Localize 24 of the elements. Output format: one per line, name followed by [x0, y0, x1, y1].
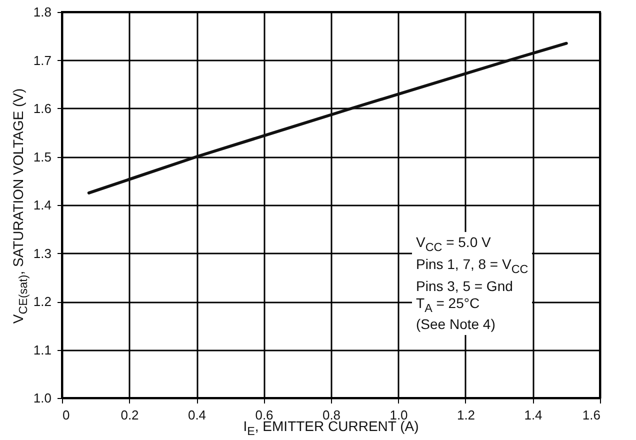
- x-tick-label: 1.6: [582, 408, 600, 422]
- y-tick-label: 1.6: [33, 101, 52, 116]
- y-tick-label: 1.7: [33, 52, 52, 68]
- x-tick-label: 1.4: [524, 408, 542, 422]
- y-tick-label: 1.0: [33, 390, 52, 406]
- annotation: Pins 1, 7, 8 = V$_{CC}$: [416, 256, 528, 278]
- y-tick-label: 1.8: [33, 4, 52, 20]
- y-tick-label: 1.1: [33, 342, 52, 358]
- y-tick-label: 1.3: [33, 246, 52, 261]
- annotation: Pins 3, 5 = Gnd: [416, 278, 514, 295]
- line-series: [87, 42, 568, 194]
- x-tick-label: 1.2: [456, 408, 476, 422]
- annotation: (See Note 4): [416, 316, 496, 334]
- y-tick-label: 1.2: [33, 294, 52, 309]
- annotation: V$_{CC}$ = 5.0 V: [416, 234, 492, 256]
- y-tick-label: 1.4: [33, 198, 52, 212]
- x-tick-label: 0.8: [322, 408, 341, 422]
- x-tick-label: 1.0: [390, 408, 408, 422]
- y-tick-label: 1.5: [33, 149, 52, 164]
- x-tick-label: 0: [62, 408, 70, 422]
- x-tick-label: 0.4: [188, 408, 206, 422]
- annotation: T$_{A}$ = 25°C: [416, 294, 481, 316]
- x-tick-label: 0.2: [120, 408, 139, 422]
- x-tick-label: 0.6: [255, 408, 274, 422]
